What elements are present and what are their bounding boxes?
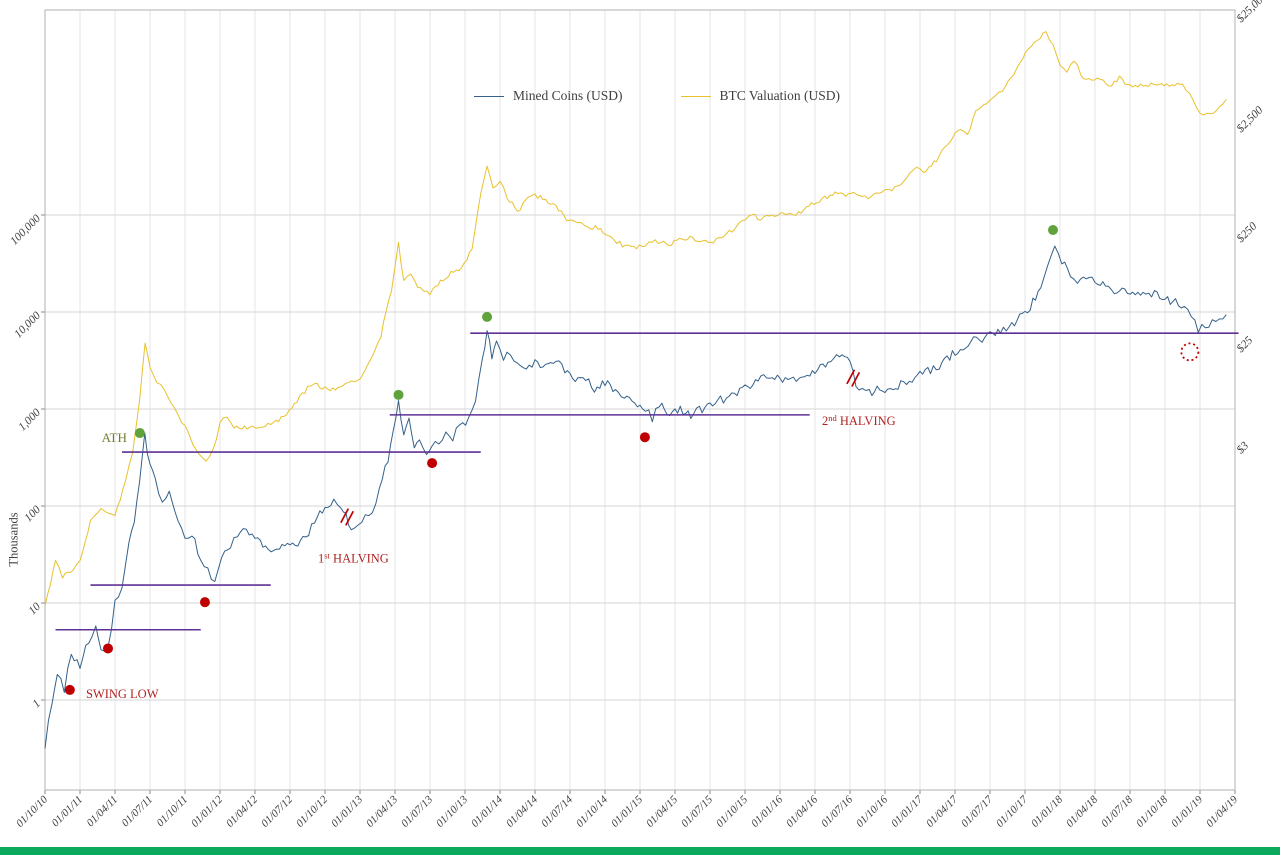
ath-dot	[1048, 225, 1058, 236]
swing-low-dot	[103, 643, 113, 654]
x-tick-label: 01/10/11	[155, 794, 191, 830]
x-tick-label: 01/01/19	[1169, 793, 1205, 829]
x-tick-label: 01/01/11	[50, 794, 86, 830]
halving-mark	[340, 508, 350, 524]
ath-label: ATH	[102, 430, 127, 445]
x-tick-label: 01/10/14	[574, 793, 610, 829]
right-tick-label: $25	[1234, 334, 1256, 356]
right-tick-label: $2,500	[1234, 103, 1266, 135]
halving-label: 2nd HALVING	[822, 413, 896, 428]
btc-valuation-line-sample	[680, 95, 711, 97]
x-tick-label: 01/10/15	[714, 793, 750, 829]
x-tick-label: 01/01/12	[189, 793, 225, 829]
mined-coins-line-sample	[474, 95, 504, 97]
legend-item-btc-valuation: BTC Valuation (USD)	[680, 88, 841, 104]
x-tick-label: 01/10/12	[294, 793, 330, 829]
x-tick-label: 01/07/12	[259, 793, 295, 829]
x-tick-label: 01/10/18	[1134, 793, 1170, 829]
right-tick-label: $250	[1234, 219, 1260, 245]
btc-valuation-series	[44, 31, 1227, 607]
x-tick-label: 01/07/17	[959, 793, 995, 829]
x-tick-label: 01/04/17	[924, 793, 960, 829]
x-tick-label: 01/04/12	[224, 793, 260, 829]
bottom-accent-bar	[0, 847, 1280, 855]
x-tick-label: 01/04/13	[364, 793, 400, 829]
swing-low-dot	[427, 458, 438, 469]
x-tick-label: 01/07/14	[539, 793, 575, 829]
left-tick-label: 1,000	[16, 406, 43, 433]
legend-item-mined-coins: Mined Coins (USD)	[474, 88, 623, 104]
x-tick-label: 01/10/16	[854, 793, 890, 829]
x-tick-label: 01/01/13	[329, 793, 365, 829]
x-tick-label: 01/01/16	[749, 793, 785, 829]
left-tick-label: 10,000	[12, 309, 43, 340]
ath-dot	[134, 428, 145, 439]
mined-coins-series	[44, 245, 1227, 749]
x-tick-label: 01/04/11	[85, 794, 121, 830]
x-tick-label: 01/01/17	[889, 793, 925, 829]
halving-label: 1st HALVING	[318, 551, 389, 566]
ath-dot	[482, 311, 493, 322]
projected-low-circle	[1180, 342, 1200, 362]
halving-mark	[851, 371, 861, 387]
left-tick-label: 100	[22, 503, 43, 524]
x-tick-label: 01/04/19	[1204, 793, 1240, 829]
x-tick-label: 01/01/15	[609, 793, 645, 829]
x-tick-label: 01/04/18	[1064, 793, 1100, 829]
x-tick-label: 01/07/18	[1099, 793, 1135, 829]
ath-dot	[393, 389, 404, 400]
swing-low-label: SWING LOW	[86, 687, 159, 701]
chart-legend: Mined Coins (USD) BTC Valuation (USD)	[474, 88, 840, 104]
x-tick-label: 01/07/16	[819, 793, 855, 829]
swing-low-dot	[639, 432, 650, 443]
x-tick-label: 01/10/10	[14, 793, 50, 829]
halving-mark	[345, 510, 355, 526]
left-tick-label: 100,000	[8, 212, 43, 247]
right-tick-label: $25,000	[1234, 0, 1270, 25]
x-tick-label: 01/04/15	[644, 793, 680, 829]
x-tick-label: 01/04/14	[504, 793, 540, 829]
x-tick-label: 01/07/11	[120, 794, 156, 830]
x-tick-label: 01/10/17	[994, 793, 1030, 829]
legend-label-btc-valuation: BTC Valuation (USD)	[719, 88, 841, 103]
legend-label-mined-coins: Mined Coins (USD)	[513, 88, 623, 103]
x-tick-label: 01/07/15	[679, 793, 715, 829]
swing-low-dot	[199, 597, 210, 608]
x-tick-label: 01/01/18	[1029, 793, 1065, 829]
x-tick-label: 01/10/13	[434, 793, 470, 829]
right-tick-label: $3	[1234, 439, 1252, 457]
halving-mark	[846, 369, 856, 385]
x-tick-label: 01/04/16	[784, 793, 820, 829]
plot-border	[44, 9, 1236, 791]
left-axis-title: Thousands	[6, 512, 21, 567]
x-tick-label: 01/01/14	[469, 793, 505, 829]
x-tick-label: 01/07/13	[399, 793, 435, 829]
swing-low-dot	[64, 684, 75, 695]
left-tick-label: 10	[27, 600, 44, 617]
